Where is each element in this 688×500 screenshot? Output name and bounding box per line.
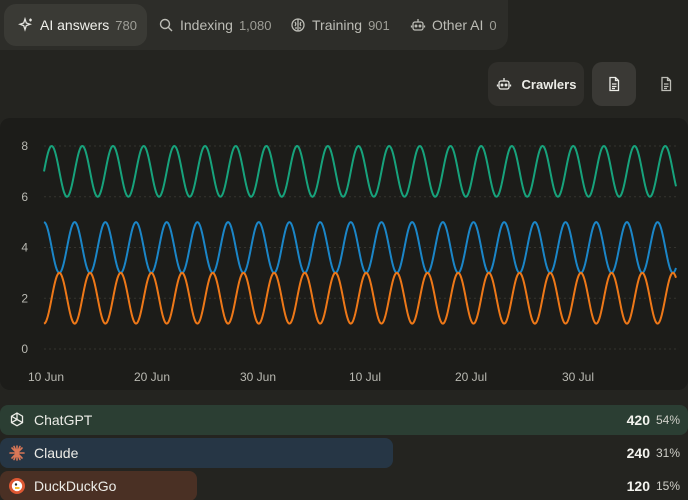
brain-icon (291, 18, 305, 32)
tab-other-ai[interactable]: Other AI 0 (410, 4, 497, 46)
search-icon (159, 18, 173, 32)
series-line-1 (43, 221, 677, 274)
tab-count: 0 (489, 17, 497, 33)
tab-label: Indexing (180, 17, 233, 33)
tab-bar: AI answers 780 Indexing 1,080 Training 9… (0, 0, 508, 50)
series-line-2 (43, 271, 677, 325)
tab-indexing[interactable]: Indexing 1,080 (158, 4, 271, 46)
y-tick-label: 2 (21, 291, 28, 305)
document-icon (609, 76, 620, 92)
tab-count: 780 (115, 17, 137, 33)
line-chart: 0 2 4 6 8 10 Jun 20 Jun 30 Jun 10 Jul 20 Jul 30 Ju… (21, 139, 677, 384)
crawler-name: Claude (34, 445, 79, 461)
tab-label: AI answers (40, 17, 110, 33)
sparkles-icon (18, 17, 32, 32)
x-tick-label: 20 Jun (134, 370, 170, 384)
y-tick-label: 8 (21, 139, 28, 153)
crawler-row-claude[interactable]: Claude 240 31% (0, 438, 688, 468)
document-list-button[interactable] (644, 62, 688, 106)
tab-count: 1,080 (238, 17, 272, 33)
crawler-name: ChatGPT (34, 412, 93, 428)
crawler-bar-fill (0, 405, 688, 435)
crawler-bar-fill (0, 471, 197, 500)
duckduckgo-icon (9, 478, 25, 494)
crawlers-label: Crawlers (521, 76, 577, 92)
crawler-bar-fill (0, 438, 393, 468)
crawler-row-duckduckgo[interactable]: DuckDuckGo 120 15% (0, 471, 688, 500)
tab-label: Other AI (432, 17, 484, 33)
y-tick-label: 6 (21, 190, 28, 204)
claude-icon (9, 445, 25, 461)
crawlers-button[interactable]: Crawlers (488, 62, 584, 106)
openai-icon (10, 412, 24, 427)
tab-count: 901 (368, 17, 390, 33)
crawler-percent: 54% (655, 413, 680, 427)
tab-ai-answers[interactable]: AI answers 780 (4, 4, 147, 46)
x-tick-label: 20 Jul (455, 370, 487, 384)
x-tick-label: 30 Jul (562, 370, 594, 384)
crawler-value: 240 (626, 445, 650, 461)
chart-panel: 0 2 4 6 8 10 Jun 20 Jun 30 Jun 10 Jul 20 Jul 30 Ju… (0, 118, 688, 390)
crawler-name: DuckDuckGo (34, 478, 117, 494)
series-line-0 (43, 144, 677, 198)
tab-label: Training (312, 17, 363, 33)
y-tick-label: 4 (21, 241, 28, 255)
crawler-percent: 15% (655, 479, 680, 493)
tab-training[interactable]: Training 901 (290, 4, 390, 46)
x-tick-label: 30 Jun (240, 370, 276, 384)
document-icon (661, 76, 672, 92)
document-view-button[interactable] (592, 62, 636, 106)
x-tick-label: 10 Jul (349, 370, 381, 384)
y-tick-label: 0 (21, 342, 28, 356)
x-tick-label: 10 Jun (28, 370, 64, 384)
crawler-value: 420 (626, 412, 650, 428)
robot-icon (496, 78, 511, 90)
crawler-value: 120 (626, 478, 650, 494)
crawler-percent: 31% (655, 446, 680, 460)
crawler-row-chatgpt[interactable]: ChatGPT 420 54% (0, 405, 688, 435)
robot-icon (410, 19, 426, 31)
